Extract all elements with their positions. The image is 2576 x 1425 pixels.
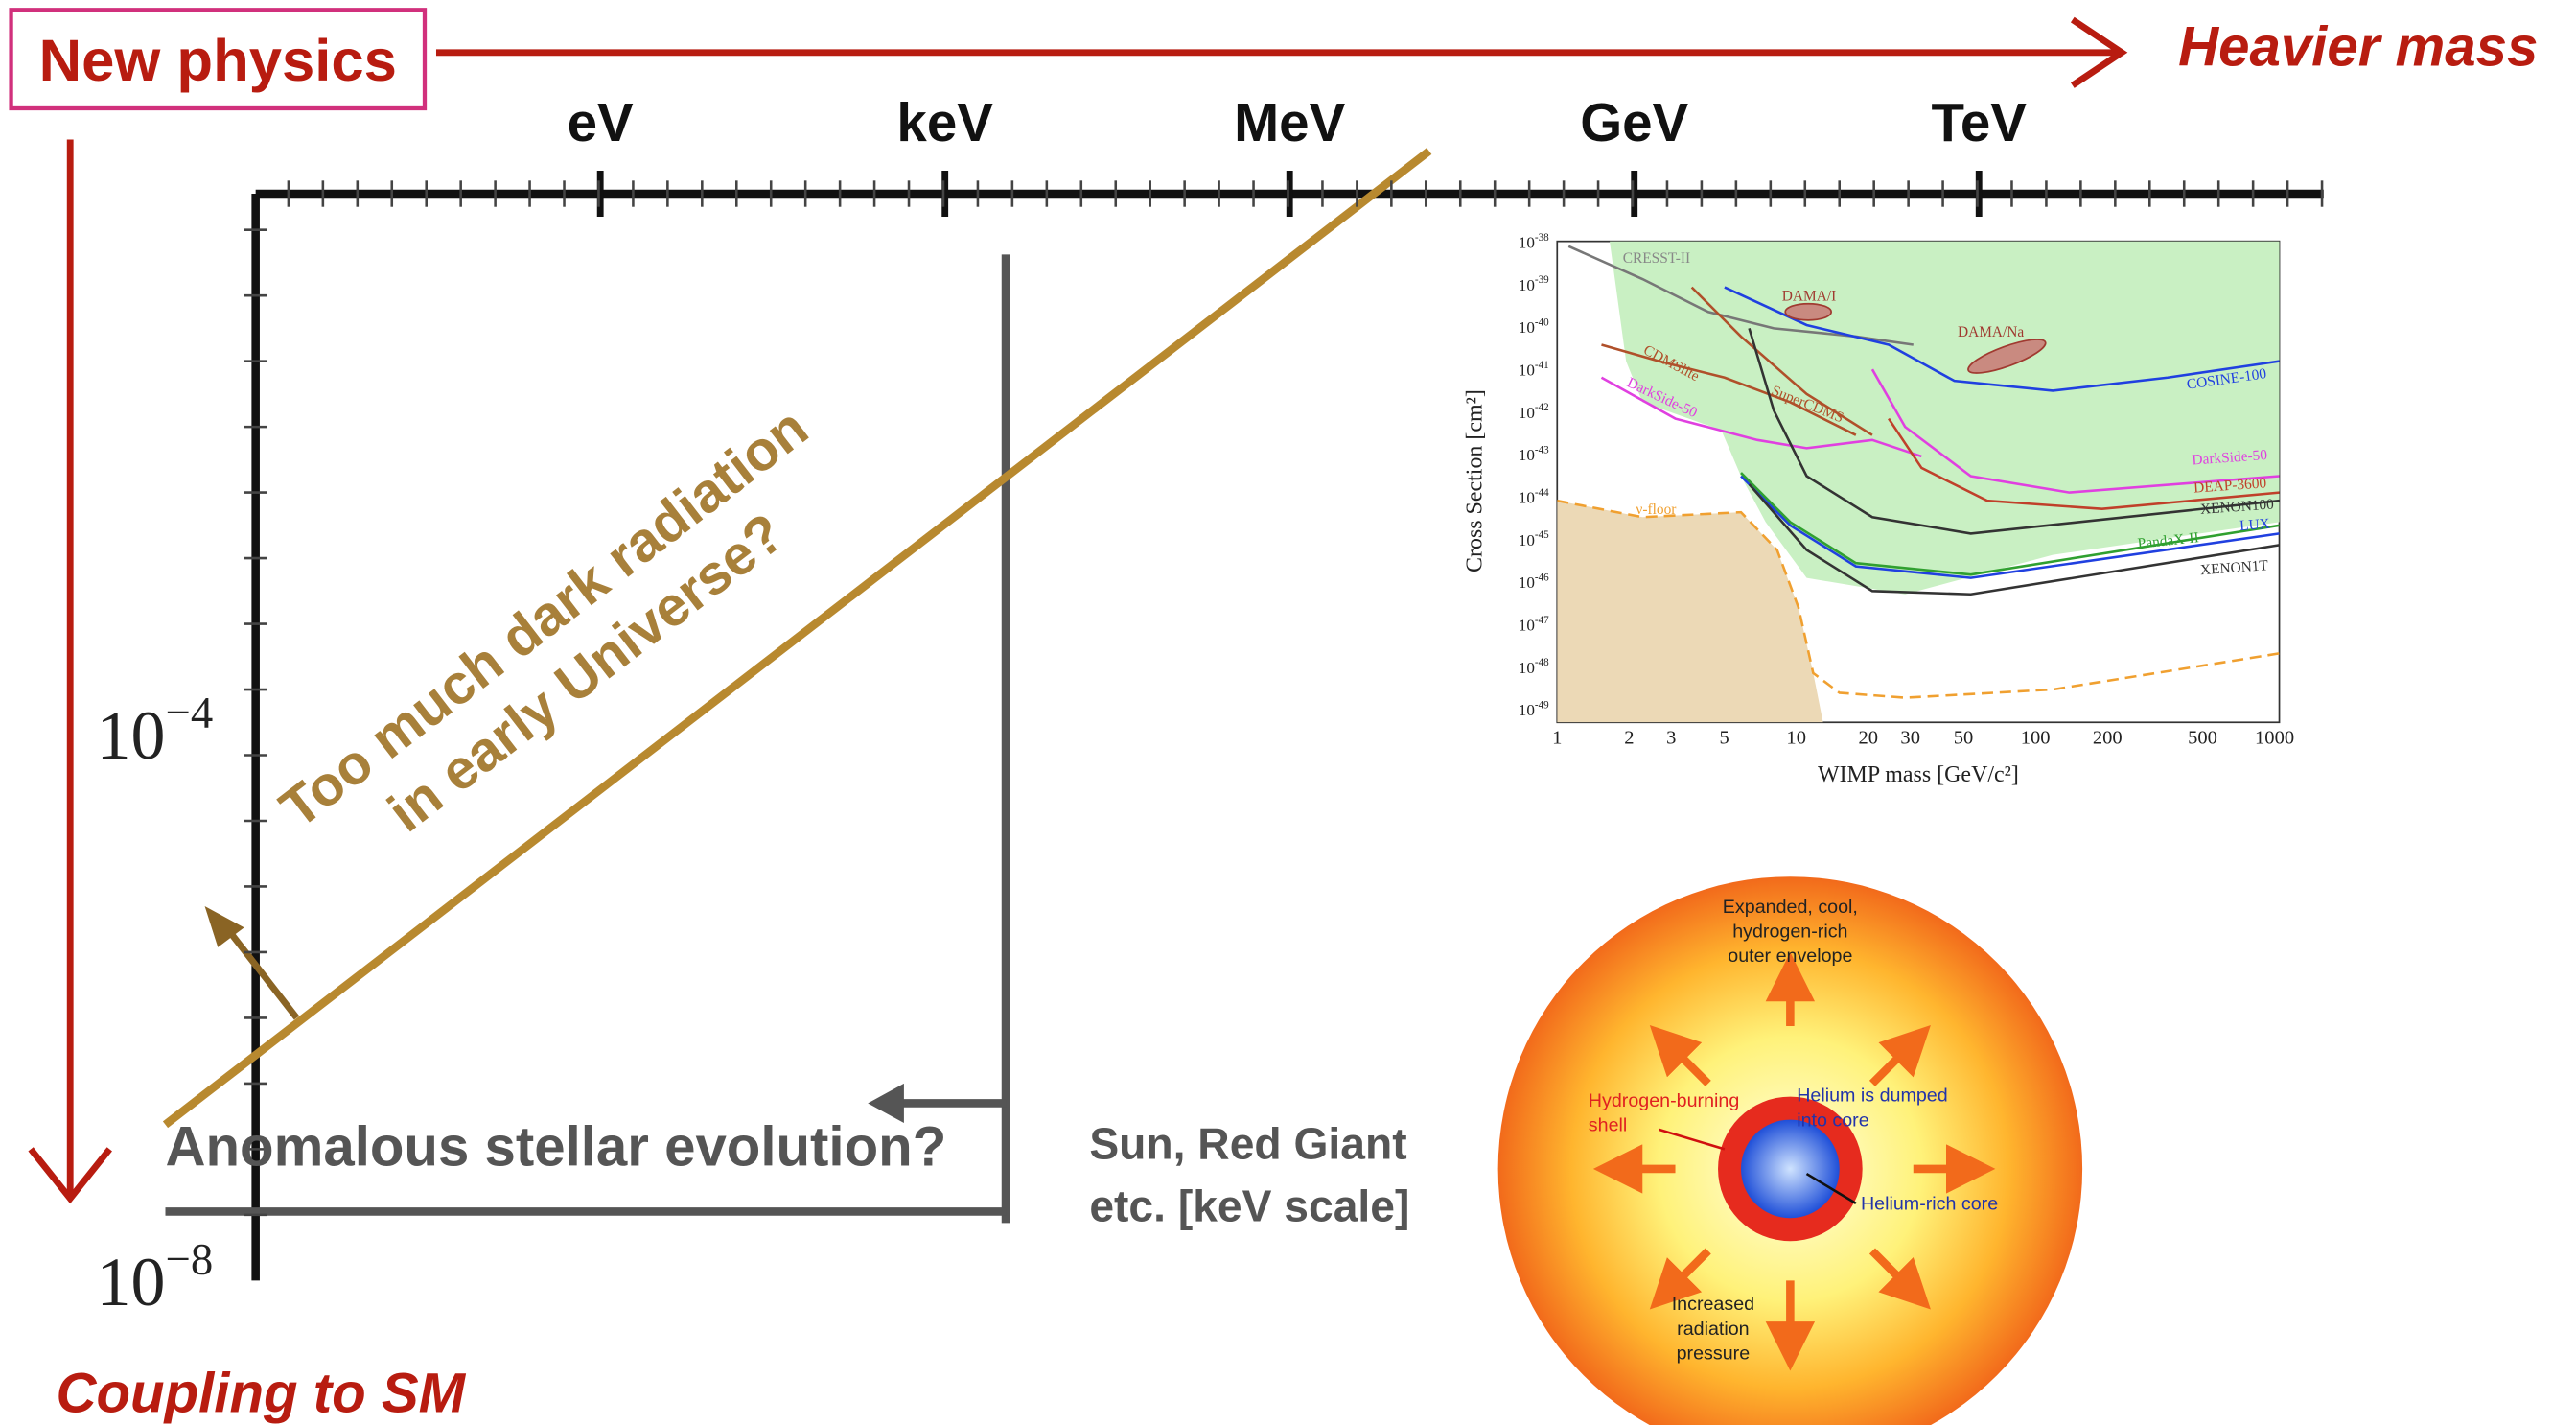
star-label: outer envelope bbox=[1728, 946, 1852, 967]
exponent: -41 bbox=[1535, 360, 1549, 371]
mass-label: eV bbox=[568, 92, 634, 152]
star-label: Helium is dumped bbox=[1797, 1086, 1947, 1107]
mass-label: MeV bbox=[1234, 92, 1345, 152]
y-tick-label: 10-40 bbox=[1519, 316, 1549, 337]
exponent: -48 bbox=[1535, 657, 1549, 668]
base: 10 bbox=[1519, 362, 1535, 380]
y-axis-title: Cross Section [cm²] bbox=[1463, 389, 1488, 572]
axis-title: Coupling to SM bbox=[56, 1362, 466, 1424]
curve-label: CRESST-II bbox=[1623, 250, 1690, 267]
y-tick-label: 10-38 bbox=[1519, 232, 1549, 252]
star-label: shell bbox=[1589, 1115, 1627, 1136]
star-label: pressure bbox=[1677, 1343, 1751, 1365]
exponent: -42 bbox=[1535, 402, 1549, 413]
base: 10 bbox=[1519, 489, 1535, 507]
star-label: Helium-rich core bbox=[1861, 1194, 1998, 1215]
coupling-tick: 10−8 bbox=[97, 1235, 214, 1320]
x-tick-label: 50 bbox=[1954, 728, 1974, 749]
x-tick-label: 1 bbox=[1552, 728, 1562, 749]
x-axis-title: WIMP mass [GeV/c²] bbox=[1818, 762, 2019, 787]
exponent: -47 bbox=[1535, 615, 1549, 626]
annotation: etc. [keV scale] bbox=[1089, 1181, 1409, 1231]
curve-label: DAMA/Na bbox=[1958, 324, 2024, 340]
base: 10 bbox=[1519, 276, 1535, 294]
star-label: Expanded, cool, bbox=[1723, 897, 1858, 918]
base: 10 bbox=[1519, 617, 1535, 635]
base: 10 bbox=[1519, 446, 1535, 464]
star-label: hydrogen-rich bbox=[1732, 922, 1847, 943]
x-tick-label: 3 bbox=[1666, 728, 1676, 749]
x-tick-label: 10 bbox=[1786, 728, 1806, 749]
exponent: -39 bbox=[1535, 274, 1549, 286]
base: 10 bbox=[1519, 318, 1535, 337]
base: 10 bbox=[1519, 404, 1535, 422]
y-tick-label: 10-46 bbox=[1519, 572, 1549, 593]
y-tick-label: 10-39 bbox=[1519, 274, 1549, 294]
y-tick-label: 10-44 bbox=[1519, 487, 1549, 507]
exponent: -43 bbox=[1535, 445, 1549, 456]
curve-label: ν-floor bbox=[1636, 502, 1676, 518]
exponent: -45 bbox=[1535, 529, 1549, 541]
radiation-bound bbox=[166, 152, 1429, 1125]
mass-label: TeV bbox=[1932, 92, 2028, 152]
exponent: -40 bbox=[1535, 316, 1549, 328]
exponent: -46 bbox=[1535, 572, 1549, 584]
annotation: Too much dark radiation bbox=[268, 396, 819, 840]
star-label: radiation bbox=[1677, 1319, 1749, 1340]
curve-label: LUX bbox=[2239, 516, 2271, 534]
y-tick-label: 10-42 bbox=[1519, 402, 1549, 422]
x-tick-label: 100 bbox=[2021, 728, 2051, 749]
star-label: Hydrogen-burning bbox=[1589, 1090, 1739, 1111]
y-tick-label: 10-41 bbox=[1519, 360, 1549, 380]
y-tick-label: 10-43 bbox=[1519, 445, 1549, 465]
star-label: into core bbox=[1797, 1110, 1869, 1131]
title: New physics bbox=[39, 28, 397, 94]
exponent: −8 bbox=[165, 1235, 213, 1285]
page: {"labels":{"new_physics":"New physics","… bbox=[0, 0, 2576, 1425]
base: 10 bbox=[1519, 531, 1535, 549]
x-tick-label: 5 bbox=[1719, 728, 1729, 749]
base: 10 bbox=[1519, 234, 1535, 252]
star-label: Increased bbox=[1672, 1294, 1754, 1315]
curve-label: DAMA/I bbox=[1782, 288, 1836, 304]
exponent: -49 bbox=[1535, 700, 1549, 712]
coupling-tick: 10−4 bbox=[97, 689, 214, 774]
annotation: Anomalous stellar evolution? bbox=[166, 1116, 947, 1179]
base: 10 bbox=[1519, 573, 1535, 592]
exponent: -38 bbox=[1535, 232, 1549, 244]
y-tick-label: 10-49 bbox=[1519, 700, 1549, 720]
mass-label: GeV bbox=[1580, 92, 1688, 152]
dama-region bbox=[1785, 304, 1831, 320]
mass-label: keV bbox=[896, 92, 993, 152]
slide: New physics Heavier mass Coupling to SM eV k… bbox=[0, 0, 2576, 1425]
base: 10 bbox=[1519, 659, 1535, 677]
x-tick-label: 20 bbox=[1859, 728, 1879, 749]
y-tick-label: 10-47 bbox=[1519, 615, 1549, 635]
x-tick-label: 2 bbox=[1624, 728, 1634, 749]
base: 10 bbox=[1519, 701, 1535, 719]
y-tick-label: 10-48 bbox=[1519, 657, 1549, 677]
helium-core bbox=[1741, 1120, 1840, 1219]
x-tick-label: 1000 bbox=[2255, 728, 2294, 749]
axis-title: Heavier mass bbox=[2178, 15, 2538, 78]
arrow bbox=[228, 929, 297, 1017]
x-tick-label: 500 bbox=[2188, 728, 2217, 749]
exponent: −4 bbox=[165, 689, 213, 738]
x-tick-label: 30 bbox=[1900, 728, 1920, 749]
annotation: Sun, Red Giant bbox=[1089, 1119, 1406, 1169]
exponent: -44 bbox=[1535, 487, 1549, 499]
base: 10 bbox=[97, 697, 166, 774]
base: 10 bbox=[97, 1244, 166, 1320]
y-tick-label: 10-45 bbox=[1519, 529, 1549, 549]
x-tick-label: 200 bbox=[2093, 728, 2123, 749]
